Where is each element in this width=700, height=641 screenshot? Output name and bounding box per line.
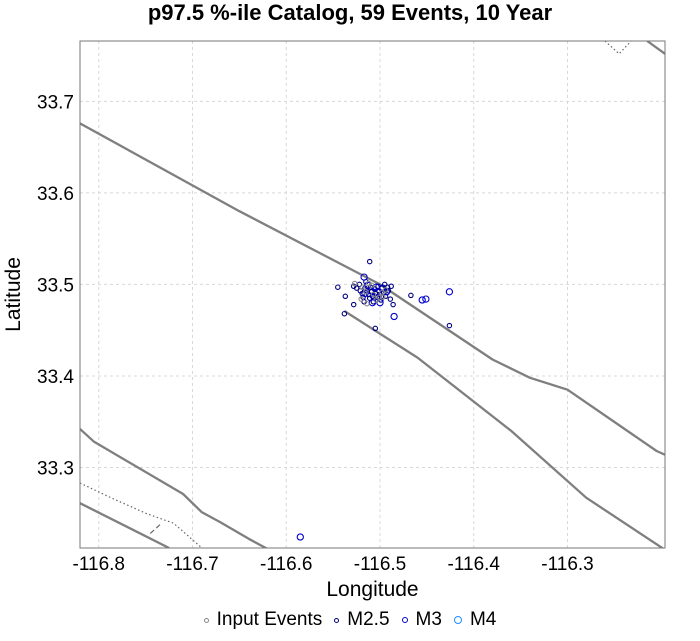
legend-marker-icon [401, 617, 408, 623]
grid-layer [80, 41, 665, 548]
chart-title: p97.5 %-ile Catalog, 59 Events, 10 Year [147, 0, 553, 25]
event-point-input-events [376, 294, 382, 300]
event-point-input-events [358, 296, 364, 302]
event-point-m2-5 [341, 310, 348, 317]
fault-trace [80, 482, 203, 548]
event-point-input-events [370, 291, 377, 298]
event-point-m2-5 [382, 293, 389, 300]
event-point-input-events [363, 289, 369, 295]
x-tick-label: -116.7 [166, 554, 218, 575]
y-axis-label: Latitude [2, 257, 25, 332]
event-point-m3 [360, 273, 368, 281]
event-point-m3 [361, 289, 369, 298]
fault-trace [80, 502, 170, 548]
event-point-input-events [364, 300, 370, 307]
event-point-m2-5 [408, 292, 414, 299]
fault-trace [343, 310, 665, 548]
legend-item: M2.5 [334, 609, 390, 631]
y-tick-label: 33.3 [37, 458, 74, 479]
fault-trace [80, 122, 665, 456]
legend-marker-icon [203, 617, 209, 623]
x-tick-label: -116.4 [448, 554, 501, 575]
y-tick-label: 33.6 [37, 184, 74, 205]
legend: Input Events M2.5 M3 M4 [0, 609, 700, 631]
y-tick-label: 33.7 [37, 92, 74, 113]
plot-frame [79, 40, 666, 549]
event-point-m2-5 [446, 322, 453, 329]
x-tick-label: -116.8 [73, 554, 125, 575]
event-point-m2-5 [342, 293, 349, 300]
event-point-m3 [296, 533, 304, 541]
event-point-input-events [368, 282, 375, 289]
x-tick-label: -116.3 [541, 554, 593, 575]
event-point-m3 [445, 288, 454, 296]
event-point-m3 [418, 296, 426, 304]
event-point-input-events [359, 284, 365, 290]
event-point-m2-5 [366, 258, 373, 265]
event-point-m2-5 [372, 325, 379, 332]
event-point-m3 [390, 312, 398, 321]
legend-marker-icon [334, 617, 340, 623]
event-point-input-events [351, 280, 358, 287]
event-point-m3 [364, 281, 372, 289]
x-axis-label: Longitude [326, 578, 418, 601]
point-layer [296, 258, 454, 541]
legend-item: M3 [401, 609, 442, 631]
legend-label: M3 [415, 609, 442, 630]
event-point-m2-5 [381, 281, 388, 288]
event-point-m2-5 [387, 296, 394, 302]
event-point-m2-5 [385, 288, 392, 294]
event-point-m2-5 [350, 301, 357, 308]
y-tick-label: 33.4 [37, 367, 74, 388]
legend-item: M4 [453, 609, 497, 631]
fault-trace [646, 41, 665, 55]
event-point-input-events [382, 287, 389, 293]
legend-item: Input Events [203, 609, 323, 631]
event-point-m3 [422, 295, 430, 303]
legend-label: M4 [469, 609, 497, 630]
fault-trace [80, 428, 269, 548]
legend-label: Input Events [216, 609, 323, 630]
event-point-input-events [380, 294, 386, 300]
event-point-m2-5 [335, 284, 341, 290]
event-point-m2-5 [353, 285, 360, 291]
event-point-m2-5 [388, 283, 394, 290]
legend-marker-icon [453, 616, 462, 624]
tick-layer: -116.8 -116.7 -116.6 -116.5 -116.4 -116.3 33.3… [37, 92, 594, 575]
x-tick-label: -116.6 [260, 554, 312, 575]
event-point-m2-5 [390, 301, 396, 308]
x-tick-label: -116.5 [354, 554, 406, 575]
y-tick-label: 33.5 [37, 275, 74, 296]
fault-trace [149, 523, 161, 534]
fault-layer [80, 41, 665, 548]
fault-trace [604, 41, 632, 55]
legend-label: M2.5 [347, 609, 390, 630]
event-point-input-events [373, 297, 379, 303]
